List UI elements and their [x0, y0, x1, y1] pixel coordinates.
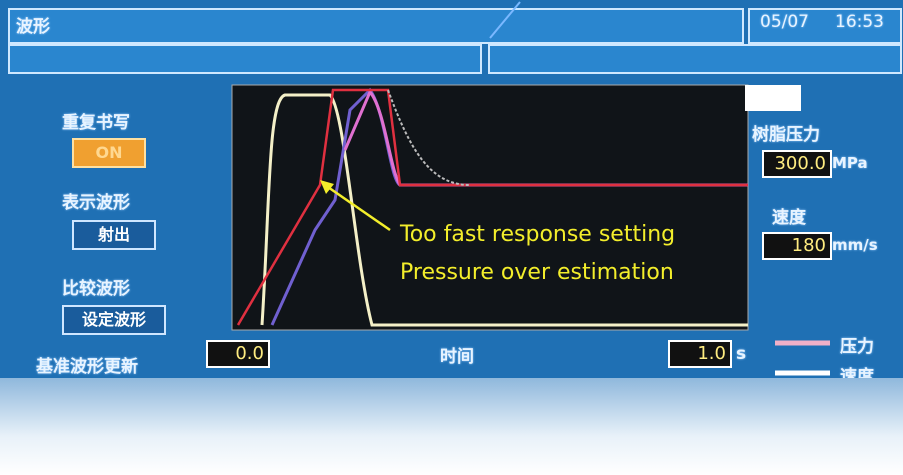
time-unit: s — [736, 344, 746, 364]
screen-reflection — [0, 378, 903, 475]
time-start[interactable]: 0.0 — [206, 340, 270, 368]
waveform-display — [0, 0, 903, 380]
annotation-line-2: Pressure over estimation — [400, 260, 674, 285]
time-label: 时间 — [440, 342, 474, 367]
pressure-value[interactable]: 300.0 — [762, 150, 832, 178]
pressure-label: 树脂压力 — [752, 120, 820, 145]
speed-label: 速度 — [772, 203, 806, 228]
callout-line — [490, 2, 520, 38]
waveform-area — [232, 85, 748, 330]
indicator — [745, 85, 801, 111]
speed-unit: mm/s — [832, 236, 878, 254]
annotation-line-1: Too fast response setting — [400, 222, 675, 247]
speed-value[interactable]: 180 — [762, 232, 832, 260]
pressure-unit: MPa — [832, 154, 868, 172]
pressure-legend: 压力 — [840, 332, 874, 357]
time-end[interactable]: 1.0 — [668, 340, 732, 368]
machine-screen: 波形 05/07 16:53 重复书写 ON 表示波形 射出 比较波形 设定波形… — [0, 0, 903, 475]
